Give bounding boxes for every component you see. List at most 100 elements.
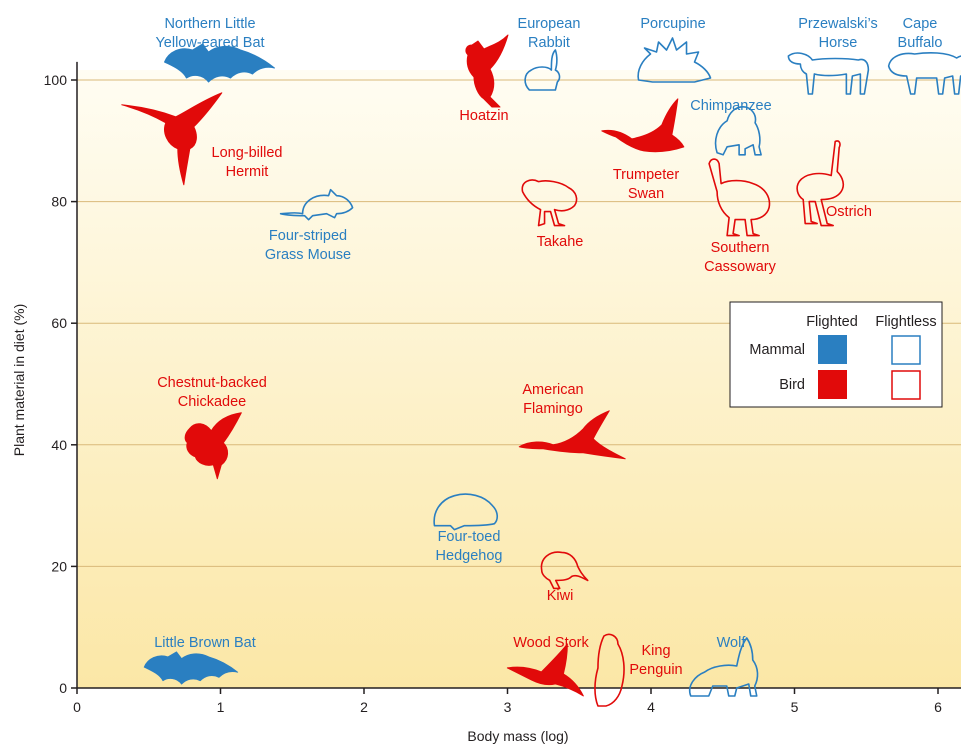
buffalo-icon xyxy=(887,52,961,95)
x-tick-label: 1 xyxy=(217,699,225,715)
data-point xyxy=(465,34,509,108)
point-label-line: Southern xyxy=(711,240,770,256)
x-tick-label: 2 xyxy=(360,699,368,715)
y-axis-title: Plant material in diet (%) xyxy=(11,304,27,457)
point-label: Little Brown Bat xyxy=(154,635,256,651)
y-tick-label: 60 xyxy=(51,315,67,331)
data-point xyxy=(688,637,759,697)
point-label-line: Przewalski’s xyxy=(798,16,878,32)
rabbit-icon xyxy=(524,49,561,91)
data-points xyxy=(121,34,961,707)
point-label: American Flamingo xyxy=(522,382,583,417)
point-label-line: Cassowary xyxy=(704,259,776,275)
data-point xyxy=(143,651,239,685)
point-label: Ostrich xyxy=(826,204,872,220)
cassowary-icon xyxy=(708,158,771,237)
point-label-line: Buffalo xyxy=(898,35,943,51)
point-label-line: Cape xyxy=(903,16,938,32)
data-point xyxy=(121,92,223,186)
point-label: King Penguin xyxy=(629,643,682,678)
point-label: Northern Little Yellow-eared Bat xyxy=(155,16,264,51)
point-label: Cape Buffalo xyxy=(898,16,943,51)
y-tick-label: 40 xyxy=(51,437,67,453)
legend-swatch-bird-flighted xyxy=(818,370,847,399)
x-tick-label: 0 xyxy=(73,699,81,715)
data-point xyxy=(433,493,498,531)
point-label-line: Flamingo xyxy=(523,401,583,417)
point-label-line: Penguin xyxy=(629,662,682,678)
y-tick-label: 80 xyxy=(51,194,67,210)
legend-col-flightless: Flightless xyxy=(875,314,936,330)
point-label: Southern Cassowary xyxy=(704,240,776,275)
point-label-line: Chestnut-backed xyxy=(157,375,267,391)
x-tick-label: 4 xyxy=(647,699,655,715)
y-tick-label: 100 xyxy=(44,72,68,88)
point-label: Four-toed Hedgehog xyxy=(436,529,503,564)
takahe-icon xyxy=(521,179,578,227)
x-tick-label: 6 xyxy=(934,699,942,715)
ostrich-icon xyxy=(796,140,845,227)
point-label: Wolf xyxy=(717,635,747,651)
point-label-line: Rabbit xyxy=(528,35,570,51)
data-point xyxy=(796,140,845,227)
horse-icon xyxy=(787,52,870,95)
axes: 0 20 40 60 80 100 0 1 2 3 4 5 6 xyxy=(44,61,961,715)
mouse-icon xyxy=(279,188,354,221)
point-label-line: Chickadee xyxy=(178,394,247,410)
point-label-line: King xyxy=(641,643,670,659)
data-point xyxy=(601,98,685,153)
data-point xyxy=(708,158,771,237)
wolf-icon xyxy=(688,637,759,697)
flamingo-icon xyxy=(518,410,626,460)
data-point xyxy=(524,49,561,91)
swan-icon xyxy=(601,98,685,153)
point-label-line: Hedgehog xyxy=(436,548,503,564)
porcupine-icon xyxy=(637,37,712,83)
data-point xyxy=(714,106,762,156)
legend-swatch-mammal-flightless xyxy=(891,335,921,365)
point-label: Takahe xyxy=(537,234,584,250)
point-label-line: Long-billed xyxy=(212,145,283,161)
point-label-line: American xyxy=(522,382,583,398)
bat-icon xyxy=(164,43,275,83)
hoatzin-icon xyxy=(465,34,509,108)
data-point xyxy=(887,52,961,95)
data-point xyxy=(594,633,625,707)
hedgehog-icon xyxy=(433,493,498,531)
point-label-line: Horse xyxy=(819,35,858,51)
point-label: European Rabbit xyxy=(518,16,581,51)
legend-swatch-mammal-flighted xyxy=(818,335,847,364)
data-point xyxy=(787,52,870,95)
data-point xyxy=(279,188,354,221)
legend-swatch-bird-flightless xyxy=(891,370,921,400)
data-point xyxy=(184,412,242,480)
legend-col-flighted: Flighted xyxy=(806,314,858,330)
point-label-line: Four-striped xyxy=(269,228,347,244)
chickadee-icon xyxy=(184,412,242,480)
x-tick-label: 3 xyxy=(504,699,512,715)
stork-icon xyxy=(506,643,584,697)
point-label-line: Grass Mouse xyxy=(265,247,351,263)
y-tick-label: 0 xyxy=(59,680,67,696)
legend-row-mammal: Mammal xyxy=(749,342,805,358)
bat-icon xyxy=(143,651,239,685)
legend: Flighted Flightless Mammal Bird xyxy=(729,301,943,408)
hummingbird-icon xyxy=(121,92,223,186)
point-label: Wood Stork xyxy=(513,635,589,651)
point-label-line: Four-toed xyxy=(438,529,501,545)
point-label: Four-striped Grass Mouse xyxy=(265,228,351,263)
x-axis-title: Body mass (log) xyxy=(467,728,568,744)
chimpanzee-icon xyxy=(714,106,762,156)
y-tick-label: 20 xyxy=(51,558,67,574)
point-label: Trumpeter Swan xyxy=(613,167,680,202)
point-label-line: Swan xyxy=(628,186,664,202)
data-point xyxy=(164,43,275,83)
x-tick-label: 5 xyxy=(791,699,799,715)
data-point xyxy=(521,179,578,227)
point-label-line: Yellow-eared Bat xyxy=(155,35,264,51)
data-point xyxy=(540,551,589,590)
point-label: Hoatzin xyxy=(459,108,508,124)
point-label-line: Hermit xyxy=(226,164,269,180)
point-label-line: Northern Little xyxy=(164,16,255,32)
